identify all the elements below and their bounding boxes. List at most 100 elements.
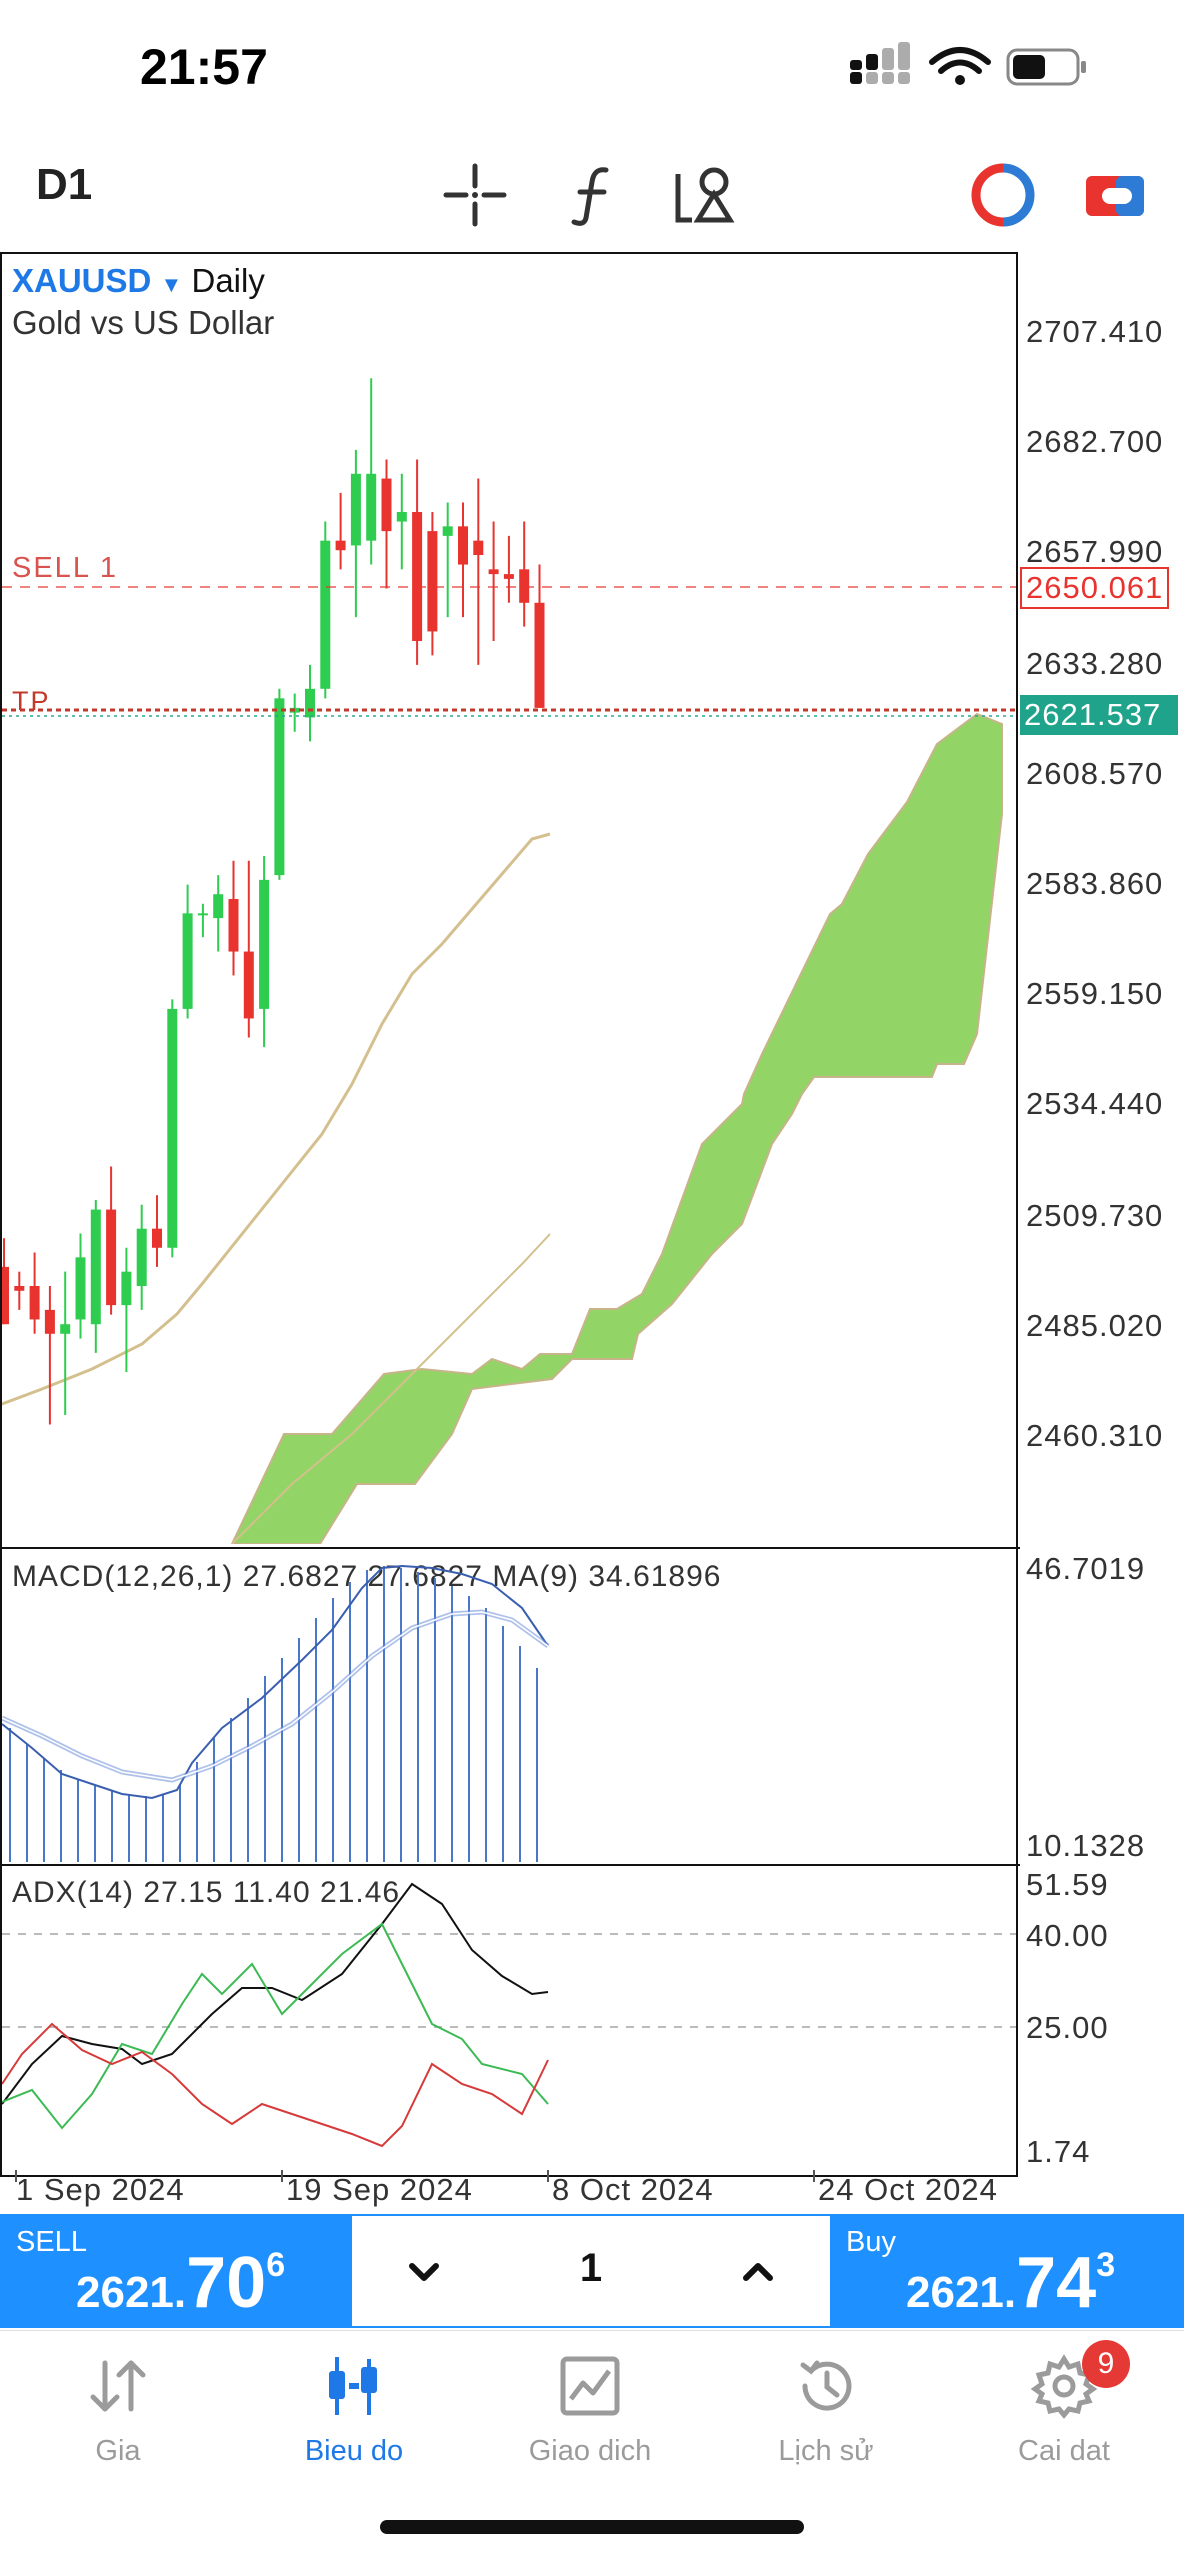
nav-trade[interactable]: Giao dich — [490, 2351, 690, 2468]
history-clock-icon — [800, 2360, 852, 2411]
candle-body — [442, 526, 453, 536]
sell-price-prefix: 2621. — [76, 2268, 187, 2317]
chart-period: Daily — [191, 262, 265, 299]
candle-body — [381, 478, 392, 532]
macd-value-signal: 27.6827 — [367, 1560, 483, 1593]
macd-ma-label: MA(9) — [492, 1560, 580, 1593]
sell-order-label[interactable]: SELL 1 — [12, 552, 119, 584]
nav-settings[interactable]: Cai dat — [964, 2351, 1164, 2468]
candle-body — [350, 473, 361, 546]
candle-body — [197, 913, 208, 916]
price-axis-label: 2682.700 — [1026, 424, 1164, 459]
candlestick-series — [2, 378, 545, 1425]
chart-symbol-header[interactable]: XAUUSD ▼ Daily — [12, 262, 265, 300]
adx-minus-di-line — [2, 2022, 549, 2148]
symbol-name[interactable]: XAUUSD — [12, 262, 152, 299]
candle-body — [213, 894, 224, 919]
candle-body — [29, 1286, 40, 1320]
status-time: 21:57 — [140, 39, 268, 95]
timeframe-selector[interactable]: D1 — [36, 160, 93, 209]
buy-price-prefix: 2621. — [906, 2268, 1017, 2317]
volume-control: 1 — [352, 2214, 830, 2328]
nav-quotes[interactable]: Gia — [18, 2351, 218, 2468]
home-indicator — [380, 2520, 804, 2534]
current-price-tag: 2621.537 — [1020, 695, 1178, 735]
macd-value-main: 27.6827 — [242, 1560, 359, 1593]
moving-average-fast — [2, 832, 551, 1406]
time-axis-label: 8 Oct 2024 — [552, 2172, 714, 2207]
macd-chart[interactable] — [2, 1548, 1016, 1862]
buy-label: Buy — [846, 2226, 896, 2258]
candle-body — [243, 951, 254, 1019]
macd-legend: MACD(12,26,1) 27.6827 27.6827 MA(9) 34.6… — [12, 1560, 722, 1594]
price-axis-label: 2460.310 — [1026, 1418, 1164, 1453]
price-axis-label: 2657.990 — [1026, 534, 1164, 569]
nav-settings-label: Cai dat — [1018, 2435, 1110, 2467]
price-axis-label: 2633.280 — [1026, 646, 1164, 681]
nav-history[interactable]: Lịch sử — [726, 2351, 926, 2468]
candle-body — [259, 879, 270, 1009]
candle-body — [335, 540, 346, 551]
adx-value-minus-di: 21.46 — [320, 1876, 401, 1909]
adx-axis-label: 1.74 — [1026, 2134, 1091, 2169]
candle-body — [90, 1209, 101, 1325]
drawing-objects-icon[interactable] — [670, 160, 740, 230]
one-click-trading-icon[interactable] — [1080, 160, 1150, 230]
sell-price-sup: 6 — [266, 2246, 286, 2284]
buy-button[interactable]: Buy 2621.743 — [830, 2214, 1184, 2328]
adx-axis-label: 25.00 — [1026, 2010, 1109, 2045]
volume-decrease-icon[interactable] — [404, 2252, 444, 2292]
time-axis-ticks — [15, 2170, 815, 2182]
nav-chart[interactable]: Bieu do — [254, 2351, 454, 2468]
indicators-icon[interactable] — [560, 160, 630, 230]
buy-price-big: 74 — [1016, 2243, 1097, 2323]
trade-chart-icon — [560, 2356, 620, 2416]
volume-increase-icon[interactable] — [738, 2252, 778, 2292]
adx-divider — [2, 1864, 1020, 1866]
candle-body — [274, 698, 285, 876]
sell-button[interactable]: SELL 2621.706 — [0, 2214, 352, 2328]
crosshair-icon[interactable] — [440, 160, 510, 230]
wifi-icon — [929, 47, 991, 85]
macd-label: MACD(12,26,1) — [12, 1560, 234, 1593]
macd-signal-line-inner — [2, 1611, 549, 1781]
sell-label: SELL — [16, 2226, 87, 2258]
sell-level-tag: 2650.061 — [1020, 567, 1170, 609]
nav-trade-label: Giao dich — [528, 2435, 652, 2467]
sell-price-big: 70 — [186, 2243, 267, 2323]
macd-divider — [2, 1547, 1020, 1549]
nav-history-label: Lịch sử — [778, 2435, 874, 2467]
price-axis-label: 2485.020 — [1026, 1308, 1164, 1343]
bottom-navigation: Gia Bieu do Giao dich Lịch sử — [0, 2330, 1184, 2561]
account-switch-icon[interactable] — [968, 160, 1038, 230]
time-axis-label: 24 Oct 2024 — [818, 2172, 998, 2207]
macd-signal-line — [2, 1609, 550, 1783]
candle-body — [488, 569, 499, 575]
adx-axis-label: 51.59 — [1026, 1867, 1109, 1902]
buy-price-sup: 3 — [1096, 2246, 1116, 2284]
time-axis-label: 1 Sep 2024 — [16, 2172, 185, 2207]
candle-body — [60, 1324, 71, 1334]
candle-body — [427, 531, 438, 632]
buy-price: 2621.743 — [906, 2242, 1115, 2324]
candle-body — [182, 913, 193, 1009]
price-axis-label: 2608.570 — [1026, 756, 1164, 791]
trade-bar: SELL 2621.706 1 Buy 2621.743 — [0, 2214, 1184, 2328]
volume-value[interactable]: 1 — [579, 2246, 603, 2290]
candle-body — [152, 1228, 162, 1248]
candle-body — [503, 574, 514, 579]
price-chart[interactable] — [2, 254, 1016, 1544]
macd-axis-bottom: 10.1328 — [1026, 1828, 1146, 1863]
price-axis-label: 2534.440 — [1026, 1086, 1164, 1121]
adx-chart[interactable] — [2, 1864, 1016, 2168]
price-axis-label: 2583.860 — [1026, 866, 1164, 901]
chart-area[interactable] — [0, 252, 1020, 2177]
candle-body — [14, 1286, 25, 1291]
moving-average-slow — [231, 1233, 551, 1544]
candlestick-chart-icon — [329, 2357, 377, 2415]
adx-value-main: 27.15 — [143, 1876, 224, 1909]
price-axis-label: 2707.410 — [1026, 314, 1164, 349]
sell-price: 2621.706 — [76, 2242, 285, 2324]
adx-value-plus-di: 11.40 — [232, 1876, 311, 1909]
symbol-dropdown-icon[interactable]: ▼ — [160, 272, 183, 297]
